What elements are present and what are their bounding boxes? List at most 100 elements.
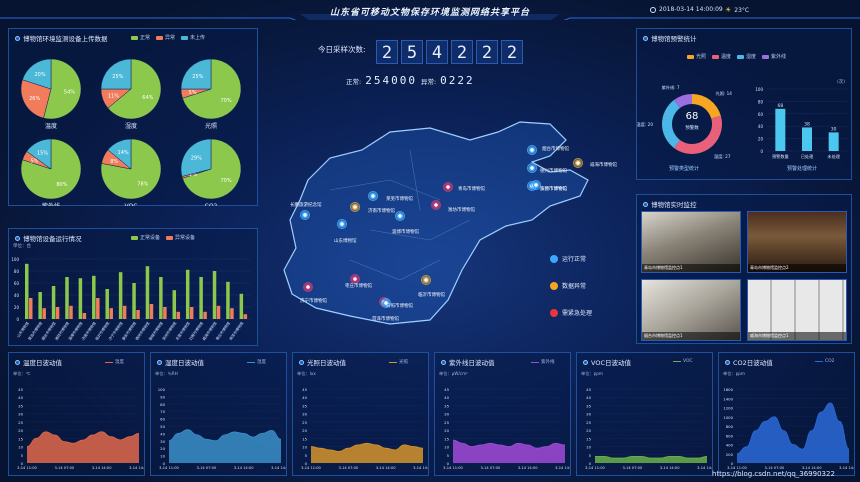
donut-segment [673, 94, 692, 109]
map-marker-alarm[interactable] [431, 200, 441, 210]
y-tick: 30 [444, 412, 449, 417]
map-city-label: 菏泽市博物馆 [372, 317, 399, 322]
y-tick: 35 [444, 403, 449, 408]
pie-slice [100, 58, 132, 90]
map-marker-warn[interactable] [421, 275, 431, 285]
y-tick: 10 [18, 445, 23, 450]
pie-3: 80% 5% 15% 紫外线 [20, 138, 82, 206]
alarm-bar [802, 127, 812, 151]
legend-swatch-normal [131, 35, 138, 40]
wave-panel-4: VOC日波动值 VOC 单位：ppm 45 40 35 30 25 20 15 10 5 0 3-14… [576, 352, 713, 476]
equip-bar [42, 308, 46, 319]
map-marker-alarm[interactable] [303, 282, 313, 292]
y-tick: 40 [444, 395, 449, 400]
map-marker-normal[interactable] [368, 191, 378, 201]
y-tick: 0 [16, 317, 19, 322]
title-dot-icon [15, 235, 20, 241]
y-tick: 10 [302, 445, 307, 450]
header-weather: ☀ 23°C [725, 6, 749, 14]
bar-value-label: 30 [831, 126, 837, 132]
y-tick: 30 [160, 439, 165, 444]
camera-feed-4[interactable]: 威海市博物馆监控点1 [747, 279, 847, 341]
upload-data-panel: 博物馆环境监测设备上传数据 正常 异常 未上传 54% 26% 20% 温度 64% 11… [8, 28, 258, 206]
pie-slice-label: 64% [142, 95, 153, 101]
equip-bar [29, 298, 33, 319]
pie-name: 紫外线 [42, 202, 60, 206]
map-marker-alarm[interactable] [443, 182, 453, 192]
y-tick: 45 [302, 387, 307, 392]
y-tick: 1400 [723, 396, 733, 401]
alarm-bar [828, 132, 839, 151]
y-tick: 30 [302, 412, 307, 417]
map-marker-normal[interactable] [527, 145, 537, 155]
x-tick: 3-14 07:00 [197, 466, 217, 470]
x-tick: 3-14 11:00 [443, 466, 463, 470]
sun-icon: ☀ [725, 6, 732, 14]
pie-name: VOC [125, 203, 138, 206]
y-tick: 0 [21, 461, 24, 466]
panel-title: 博物馆实时监控 [651, 201, 697, 209]
map-marker-normal[interactable] [395, 211, 405, 221]
pie-slice-label: 26% [29, 96, 40, 102]
normal-value: 254000 [365, 74, 417, 87]
map-city-label: 莱芜市博物馆 [386, 197, 413, 202]
camera-feed-1[interactable]: 青岛市博物馆监控点1 [641, 211, 741, 273]
panel-title: 博物馆环境监测设备上传数据 [23, 35, 108, 43]
x-tick: 3-14 07:00 [481, 466, 501, 470]
equip-bar [203, 311, 207, 319]
y-tick: 40 [758, 124, 764, 129]
legend-label: 未上传 [190, 35, 206, 41]
x-tick: 3-14 14:00 [697, 466, 712, 470]
y-tick: 0 [589, 461, 592, 466]
panel-title: 光照日波动值 [307, 359, 346, 367]
wave-legend: 湿度 [247, 359, 266, 365]
wave-area [27, 431, 139, 463]
camera-feed-2[interactable]: 青岛市博物馆监控点2 [747, 211, 847, 273]
map-marker-normal[interactable] [531, 180, 541, 190]
pie-slice-label: 70% [220, 178, 231, 184]
alarm-stats-panel: 博物馆预警统计 光照 温度 湿度 紫外线 光照: 14 湿度: 27 温度: 20 紫… [636, 28, 852, 180]
wave-unit: 单位：ppm [581, 371, 603, 376]
y-tick: 25 [586, 420, 591, 425]
map-marker-normal[interactable] [337, 219, 347, 229]
camera-feed-3[interactable]: 烟台市博物馆监控点1 [641, 279, 741, 341]
wave-chart: 45 40 35 30 25 20 15 10 5 03-14 11:00 3-14 07:00 3-… [301, 387, 428, 470]
alarm-bar-chart: 100 80 60 40 20 0 68 预警数量 38 已处理 30 未处理 [755, 87, 847, 160]
x-tick: 3-14 14:00 [518, 466, 538, 470]
pie-2: 70% 5% 25% 光照 [180, 58, 242, 130]
wave-unit: 单位：℃ [13, 371, 31, 376]
equip-unit: 单位：台 [13, 244, 31, 249]
x-tick: 3-14 14:00 [413, 466, 428, 470]
y-tick: 40 [586, 395, 591, 400]
normal-abnormal-row: 正常: 254000 异常: 0222 [346, 74, 475, 87]
map-city-label: 烟台市博物馆 [542, 147, 569, 152]
watermark: https://blog.csdn.net/qq_36990322 [712, 470, 835, 478]
y-tick: 20 [14, 305, 20, 310]
y-tick: 20 [302, 428, 307, 433]
panel-title: VOC日波动值 [591, 359, 631, 367]
map-city-label: 枣庄市博物馆 [345, 284, 372, 289]
pie-slice-label: 25% [112, 74, 123, 80]
wave-chart: 1600 1400 1200 1000 800 600 400 200 03-14 11:00 3… [723, 387, 854, 470]
y-tick: 20 [18, 428, 23, 433]
panel-title: 博物馆设备运行情况 [23, 235, 82, 243]
alarm-legend: 光照 温度 湿度 紫外线 [687, 53, 792, 60]
map-marker-warn[interactable] [573, 158, 583, 168]
map-marker-alarm[interactable] [350, 274, 360, 284]
map-marker-warn[interactable] [350, 202, 360, 212]
equip-bar [82, 313, 87, 319]
map-city-label: 滨州市博物馆 [540, 187, 567, 192]
wave-line [310, 442, 424, 452]
wave-area [453, 439, 565, 463]
equip-bar [51, 286, 56, 319]
donut-total: 68 [685, 111, 699, 122]
map-marker-normal[interactable] [300, 210, 310, 220]
map-marker-normal[interactable] [381, 298, 391, 308]
legend-swatch [762, 54, 770, 59]
y-tick: 25 [302, 420, 307, 425]
donut-label: 湿度: 27 [714, 153, 731, 160]
map-marker-normal[interactable] [527, 163, 537, 173]
pie-slice-label: 25% [192, 74, 203, 80]
y-tick: 200 [726, 452, 734, 457]
datetime-text: 2018-03-14 14:00:09 [659, 6, 723, 13]
